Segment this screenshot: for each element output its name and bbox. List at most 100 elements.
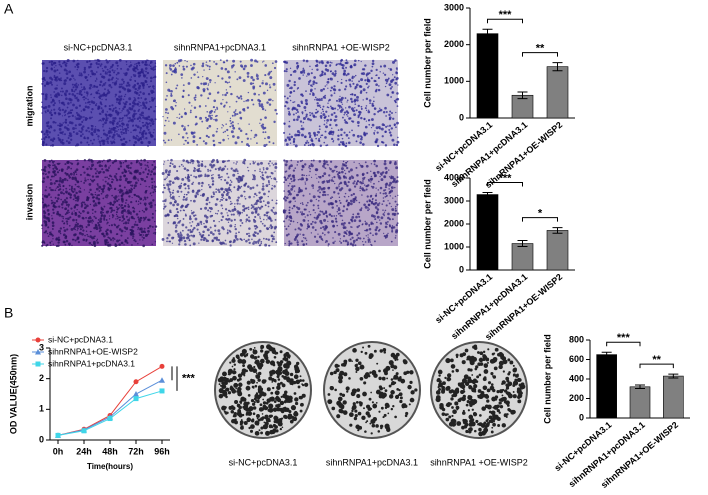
cell [312, 114, 315, 117]
cell [323, 124, 325, 126]
cell [115, 96, 116, 97]
cell [188, 187, 190, 189]
cell [254, 170, 256, 172]
cell [230, 122, 232, 124]
cell [178, 235, 181, 238]
cell [256, 74, 259, 77]
cell [246, 143, 249, 146]
cell [373, 172, 376, 175]
cell [305, 183, 306, 184]
cell [145, 209, 147, 211]
cell [221, 77, 223, 79]
cell [206, 203, 209, 206]
cell [147, 145, 149, 147]
cell [126, 216, 128, 218]
cell [185, 198, 188, 201]
colony [234, 412, 237, 415]
cell [62, 220, 64, 222]
cell [335, 200, 336, 201]
cell [363, 88, 366, 91]
cell [263, 167, 265, 169]
cell [132, 86, 135, 89]
cell [337, 135, 339, 137]
cell [85, 130, 87, 132]
cell [186, 233, 189, 236]
colony [263, 393, 265, 395]
cell [323, 142, 325, 144]
cell [262, 223, 264, 225]
cell [99, 220, 102, 223]
cell [45, 144, 47, 146]
cell [155, 233, 157, 235]
colony [268, 377, 272, 381]
cell [215, 188, 217, 190]
cell [368, 225, 370, 227]
cell [141, 61, 144, 64]
colony [284, 357, 288, 361]
colony [399, 400, 402, 403]
cell [251, 99, 253, 101]
cell [43, 133, 45, 135]
cell [363, 118, 365, 120]
cell [327, 81, 330, 84]
colony [238, 392, 241, 395]
cell [233, 214, 235, 216]
cell [210, 110, 213, 113]
cell [208, 175, 210, 177]
cell [254, 134, 257, 137]
cell [137, 229, 138, 230]
cell [356, 239, 358, 241]
cell [275, 179, 277, 181]
cell [289, 217, 291, 219]
cell [190, 231, 192, 233]
cell [283, 220, 285, 222]
cell [155, 191, 157, 193]
cell [339, 107, 340, 108]
cell [133, 74, 136, 77]
cell [58, 206, 60, 208]
cell [102, 85, 104, 87]
cell [186, 169, 189, 172]
cell [375, 188, 376, 189]
colony [390, 390, 395, 395]
cell [63, 218, 64, 219]
cell [288, 194, 289, 195]
cell [200, 195, 201, 196]
cell [62, 90, 64, 92]
cell [176, 208, 178, 210]
cell [305, 99, 308, 102]
cell [397, 177, 398, 178]
cell [288, 125, 290, 127]
cell [142, 103, 145, 106]
colony [298, 386, 301, 389]
cell [90, 140, 92, 142]
cell [112, 215, 114, 217]
cell [151, 122, 154, 125]
cell [222, 124, 223, 125]
cell [101, 104, 103, 106]
cell [43, 177, 45, 179]
cell [41, 224, 43, 226]
colony [285, 408, 289, 412]
cell [390, 96, 392, 98]
cell [102, 197, 104, 199]
cell [265, 110, 266, 111]
cell [197, 164, 200, 167]
cell [123, 99, 124, 100]
colony [492, 423, 496, 427]
colony [230, 385, 232, 387]
cell [217, 229, 220, 232]
cell [296, 118, 299, 121]
cell [339, 212, 341, 214]
cell [84, 177, 85, 178]
colony [405, 414, 408, 417]
cell [60, 233, 62, 235]
colony [251, 419, 254, 422]
cell [147, 84, 148, 85]
cell [170, 194, 172, 196]
cell [309, 112, 311, 114]
cell [333, 176, 335, 178]
cell [170, 162, 171, 163]
cell [315, 112, 317, 114]
cell [138, 204, 139, 205]
